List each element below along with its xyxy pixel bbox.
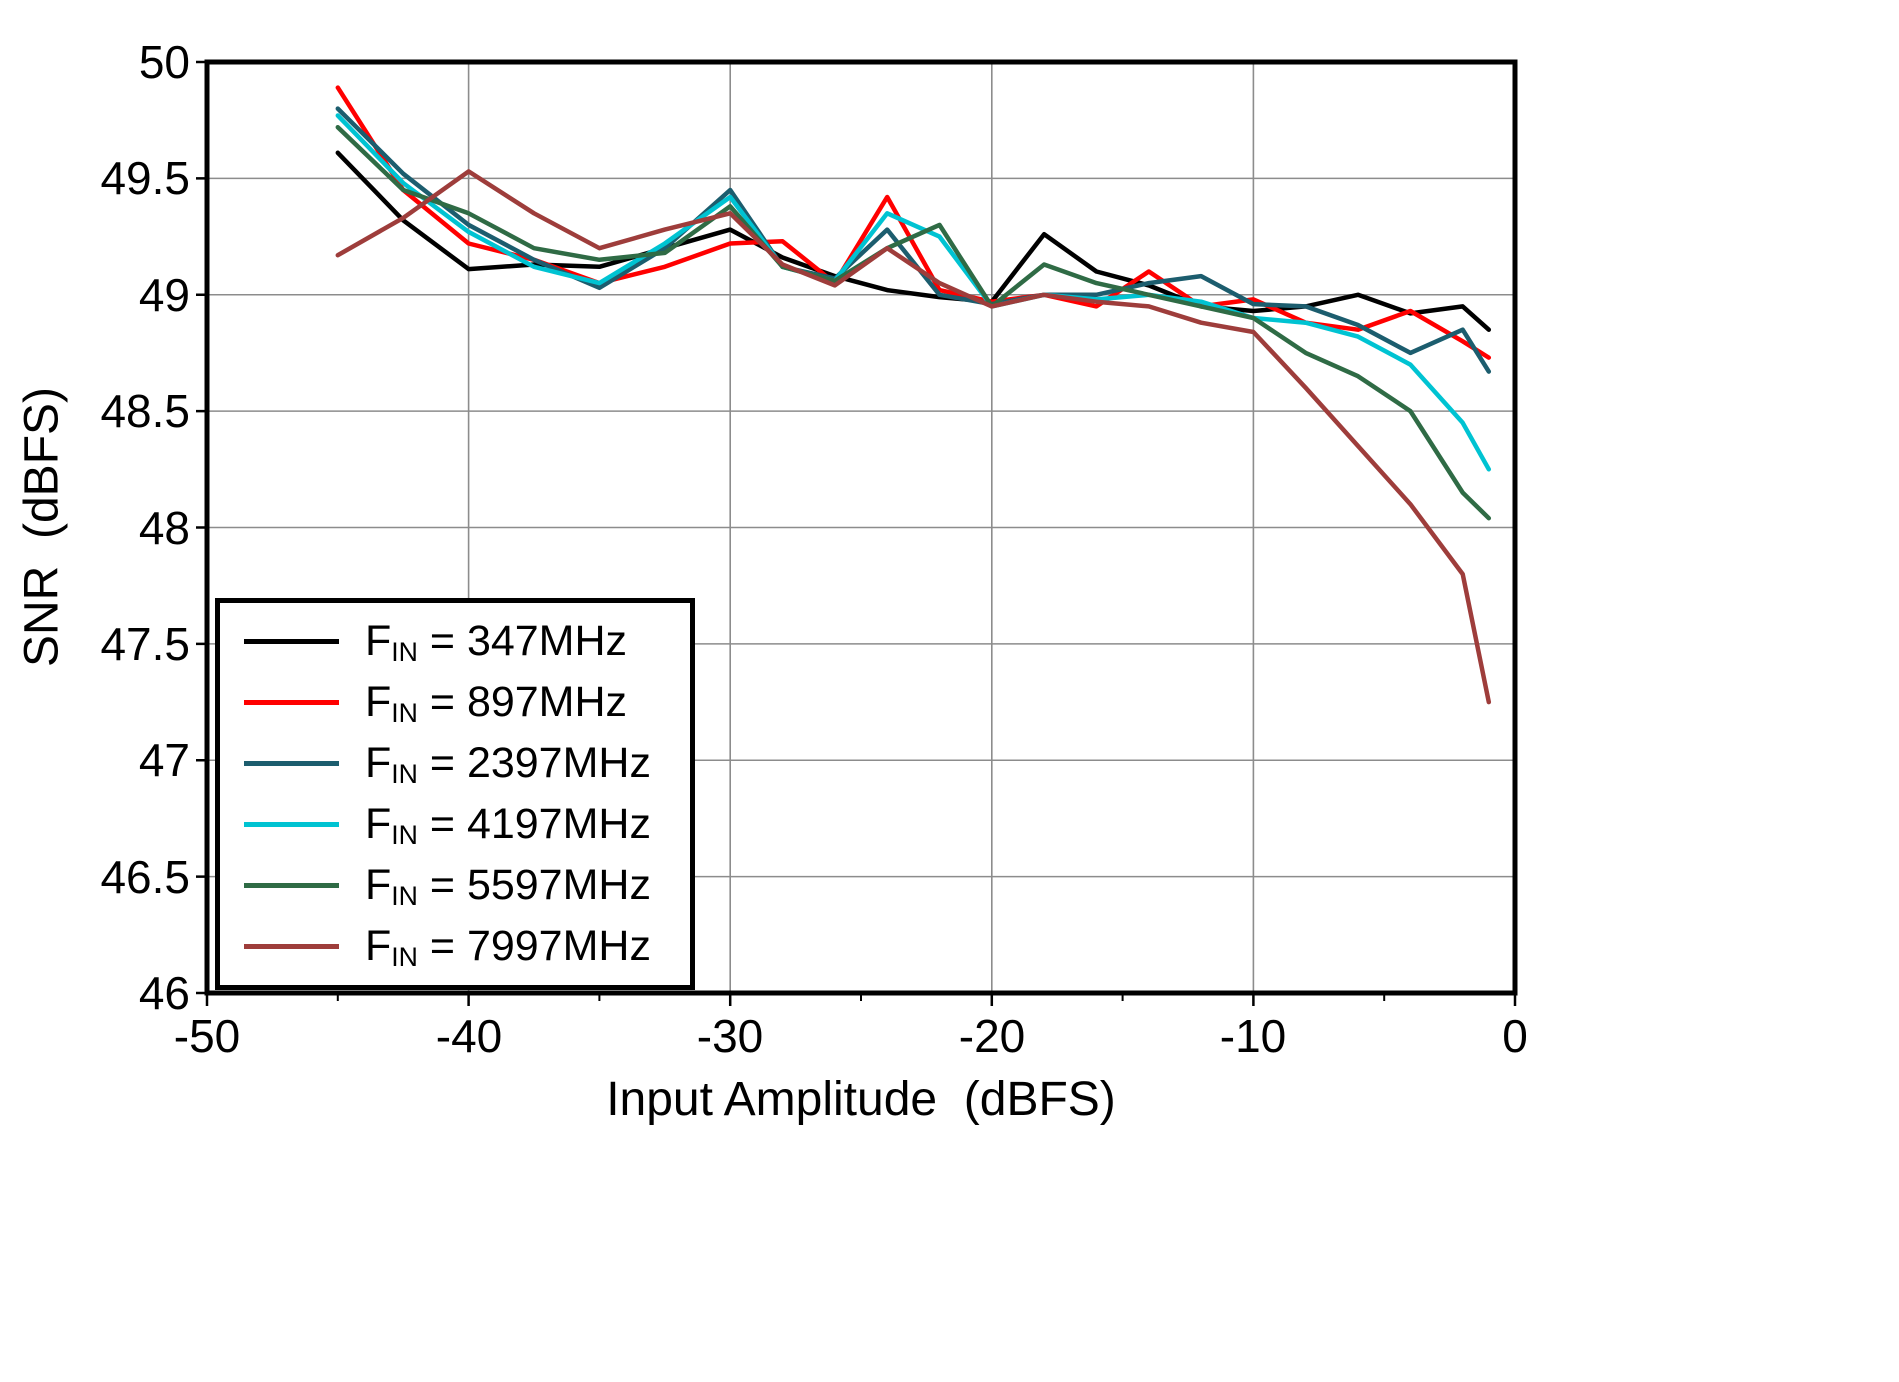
y-axis-title: SNR (dBFS) [15,386,69,668]
legend-label: F IN = 4197MHz [365,800,651,850]
legend-label: F IN = 2397MHz [365,739,651,789]
legend-line-swatch [244,700,339,705]
x-tick-label: -30 [696,1010,764,1062]
y-tick-label: 49.5 [100,152,190,204]
x-tick-label: -20 [958,1010,1026,1062]
legend-label: F IN = 347MHz [365,617,628,667]
legend-line-swatch [244,639,339,644]
y-tick-label: 48.5 [100,385,190,437]
y-tick-label: 47.5 [100,618,190,670]
legend-label: F IN = 897MHz [365,678,628,728]
legend-item: F IN = 5597MHz [220,861,690,911]
legend-label: F IN = 7997MHz [365,922,651,972]
legend-line-swatch [244,761,339,766]
x-tick-label: -10 [1219,1010,1287,1062]
x-axis-title: Input Amplitude (dBFS) [606,1073,1116,1126]
legend-line-swatch [244,944,339,949]
legend-line-swatch [244,822,339,827]
legend-line-swatch [244,883,339,888]
legend-item: F IN = 2397MHz [220,739,690,789]
y-tick-label: 48 [138,502,190,554]
legend-item: F IN = 7997MHz [220,922,690,972]
legend-item: F IN = 347MHz [220,617,690,667]
x-tick-label: 0 [1502,1010,1528,1062]
y-tick-label: 46.5 [100,851,190,903]
y-tick-label: 49 [138,269,190,321]
legend-item: F IN = 897MHz [220,678,690,728]
legend-label: F IN = 5597MHz [365,861,651,911]
chart-legend: F IN = 347MHz F IN = 897MHz F IN = 2397MHz … [215,598,695,990]
legend-item: F IN = 4197MHz [220,800,690,850]
y-tick-label: 46 [138,967,190,1019]
y-tick-label: 50 [138,36,190,88]
x-tick-label: -40 [435,1010,503,1062]
y-tick-label: 47 [138,734,190,786]
x-tick-label: -50 [173,1010,241,1062]
